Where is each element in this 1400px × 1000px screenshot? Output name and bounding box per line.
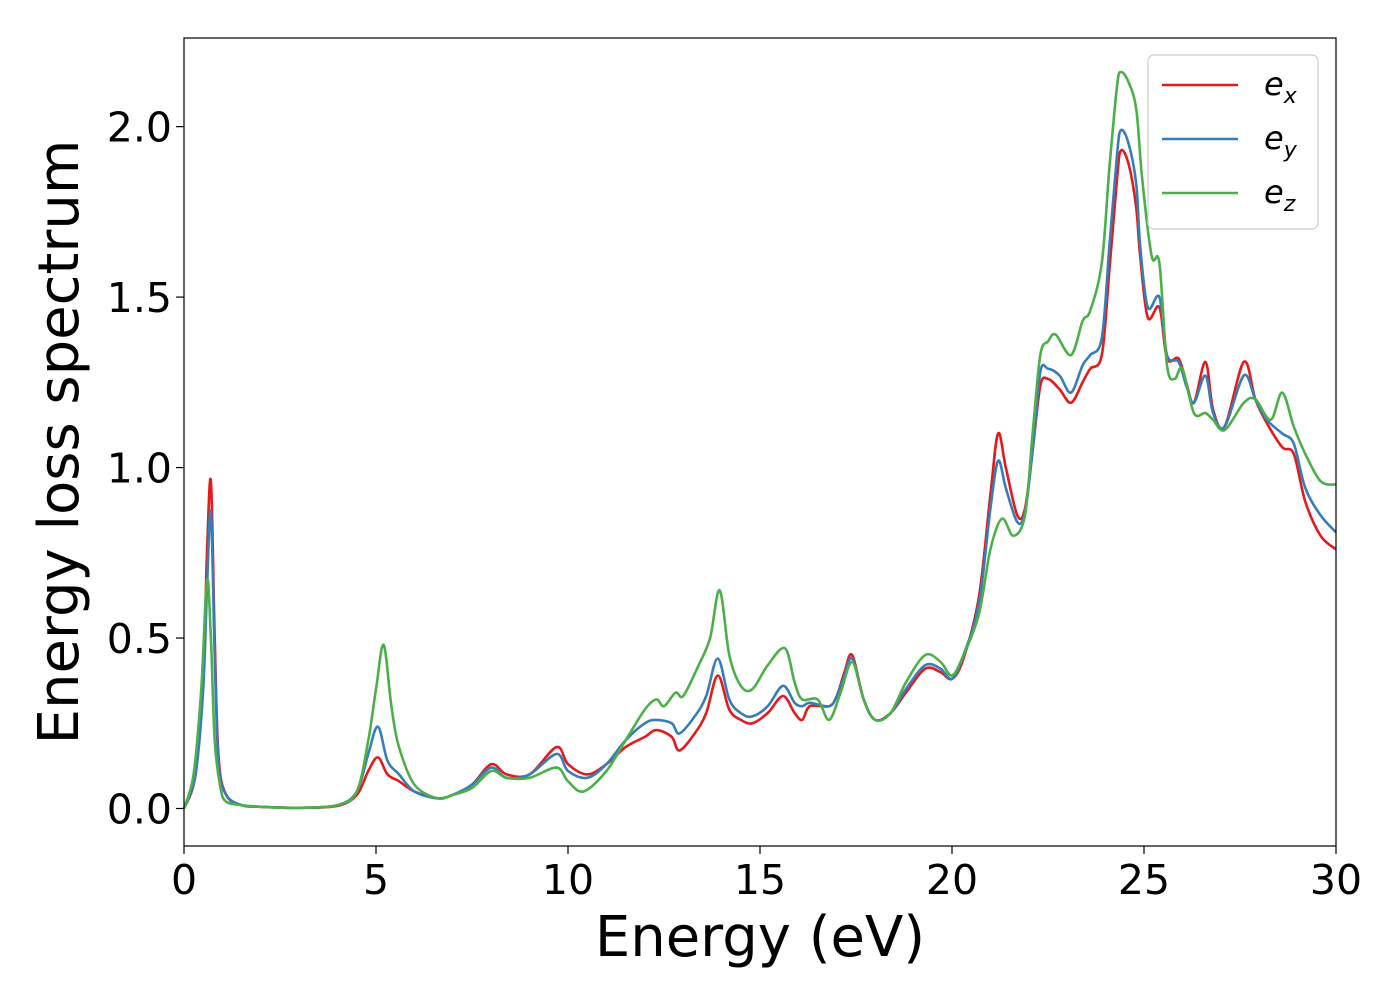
y-tick-label: 1.5 <box>107 274 172 322</box>
x-tick-label: 15 <box>734 856 786 904</box>
legend-label-subscript: y <box>1283 138 1298 163</box>
y-axis-ticks: 0.0 0.5 1.0 1.5 2.0 <box>107 104 184 833</box>
x-tick-label: 30 <box>1310 856 1362 904</box>
x-tick-label: 25 <box>1118 856 1170 904</box>
legend-label-subscript: x <box>1283 84 1298 109</box>
series-line-ey <box>182 128 1337 810</box>
y-tick-label: 0.5 <box>107 615 172 663</box>
x-tick-label: 5 <box>363 856 389 904</box>
legend-box <box>1147 54 1319 230</box>
x-tick-label: 20 <box>926 856 978 904</box>
series-lines <box>182 70 1337 810</box>
y-tick-label: 2.0 <box>107 104 172 152</box>
x-tick-label: 0 <box>171 856 197 904</box>
y-tick-label: 0.0 <box>107 785 172 833</box>
x-axis-ticks: 0 5 10 15 20 25 30 <box>171 846 1362 904</box>
x-tick-label: 10 <box>542 856 594 904</box>
y-tick-label: 1.0 <box>107 445 172 493</box>
y-axis-label: Energy loss spectrum <box>27 140 92 745</box>
legend-label-subscript: z <box>1283 192 1296 217</box>
series-line-ez <box>182 70 1337 810</box>
x-axis-label: Energy (eV) <box>595 905 925 970</box>
